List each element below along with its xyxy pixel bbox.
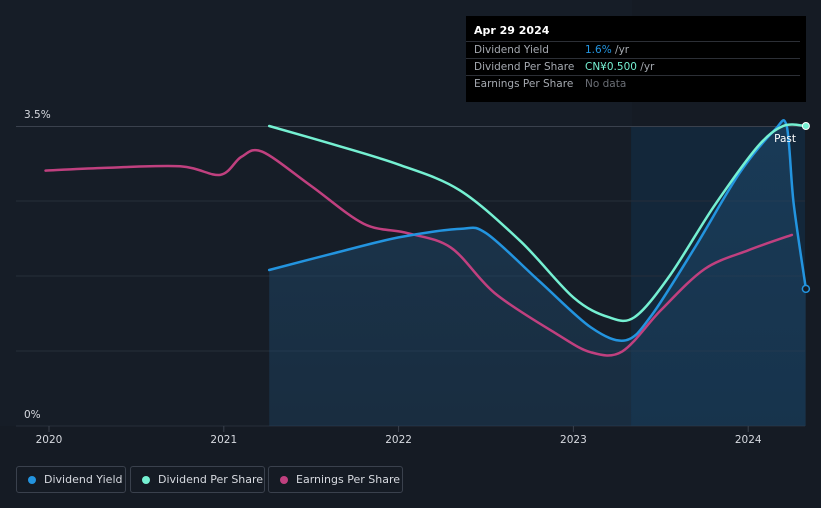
tooltip-label: Earnings Per Share <box>474 78 574 90</box>
legend-dot-icon <box>280 476 288 484</box>
tooltip: Apr 29 2024 Dividend Yield 1.6% /yr Divi… <box>466 16 806 102</box>
y-axis-label: 0% <box>24 409 41 421</box>
legend-label: Dividend Per Share <box>158 473 264 486</box>
earnings-per-share-line <box>44 148 794 357</box>
x-tick-label: 2023 <box>560 434 587 446</box>
dividend-yield-area <box>269 120 806 427</box>
tooltip-row-dividend-per-share: Dividend Per Share CN¥0.500 /yr <box>466 58 800 76</box>
tooltip-value-unit: /yr <box>636 61 655 73</box>
dividend-yield-line <box>267 118 808 342</box>
x-tick-label: 2020 <box>36 434 63 446</box>
dividend-per-share-line <box>267 123 808 323</box>
tooltip-value-number: No data <box>585 78 627 90</box>
tooltip-label: Dividend Per Share <box>474 61 575 73</box>
tooltip-value-number: CN¥0.500 <box>585 61 637 73</box>
x-tick-label: 2024 <box>735 434 762 446</box>
legend-label: Dividend Yield <box>44 473 123 486</box>
tooltip-value-unit: /yr <box>611 44 630 56</box>
tooltip-value: CN¥0.500 /yr <box>585 61 654 73</box>
x-tick-label: 2021 <box>210 434 237 446</box>
tooltip-label: Dividend Yield <box>474 44 549 56</box>
past-label: Past <box>774 133 796 145</box>
tooltip-row-earnings-per-share: Earnings Per Share No data <box>466 75 800 93</box>
legend-dividend-yield[interactable]: Dividend Yield <box>16 466 126 493</box>
tooltip-value-number: 1.6% <box>585 44 612 56</box>
legend-earnings-per-share[interactable]: Earnings Per Share <box>268 466 403 493</box>
tooltip-row-dividend-yield: Dividend Yield 1.6% /yr <box>466 41 800 59</box>
y-axis-label: 3.5% <box>24 109 51 121</box>
tooltip-value: 1.6% /yr <box>585 44 629 56</box>
tooltip-date: Apr 29 2024 <box>474 24 550 37</box>
dividend-yield-end-marker <box>801 284 811 294</box>
legend-label: Earnings Per Share <box>296 473 401 486</box>
legend-dot-icon <box>28 476 36 484</box>
dividend-per-share-end-marker <box>801 122 810 130</box>
legend-dividend-per-share[interactable]: Dividend Per Share <box>130 466 265 493</box>
x-tick-label: 2022 <box>385 434 412 446</box>
tooltip-value: No data <box>585 78 626 90</box>
legend-dot-icon <box>142 476 150 484</box>
